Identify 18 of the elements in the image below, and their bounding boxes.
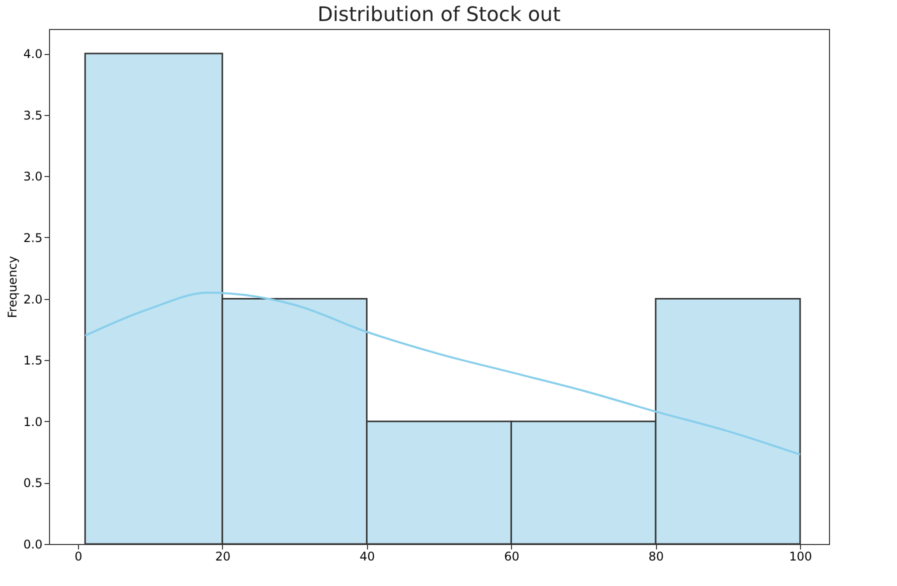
chart-title: Distribution of Stock out [317,2,561,26]
x-tick-label: 0 [74,550,82,564]
y-tick-label: 1.0 [23,414,42,429]
line-series [84,292,802,456]
x-tick-label: 80 [648,550,664,564]
y-tick-label: 4.0 [23,47,42,62]
y-tick-label: 2.0 [23,292,42,306]
x-tick-label: 60 [504,550,520,564]
x-tick-label: 100 [789,550,812,564]
x-tick-label: 20 [215,550,230,564]
y-tick-label: 0.5 [23,476,42,490]
x-tick-label: 40 [360,550,375,564]
y-tick-label: 2.5 [23,230,42,245]
y-tick-label: 3.5 [23,108,42,122]
y-axis-title: Frequency [5,256,20,318]
y-tick-label: 1.5 [23,354,42,368]
y-tick-label: 0.0 [23,538,42,552]
y-tick-label: 3.0 [23,170,42,184]
